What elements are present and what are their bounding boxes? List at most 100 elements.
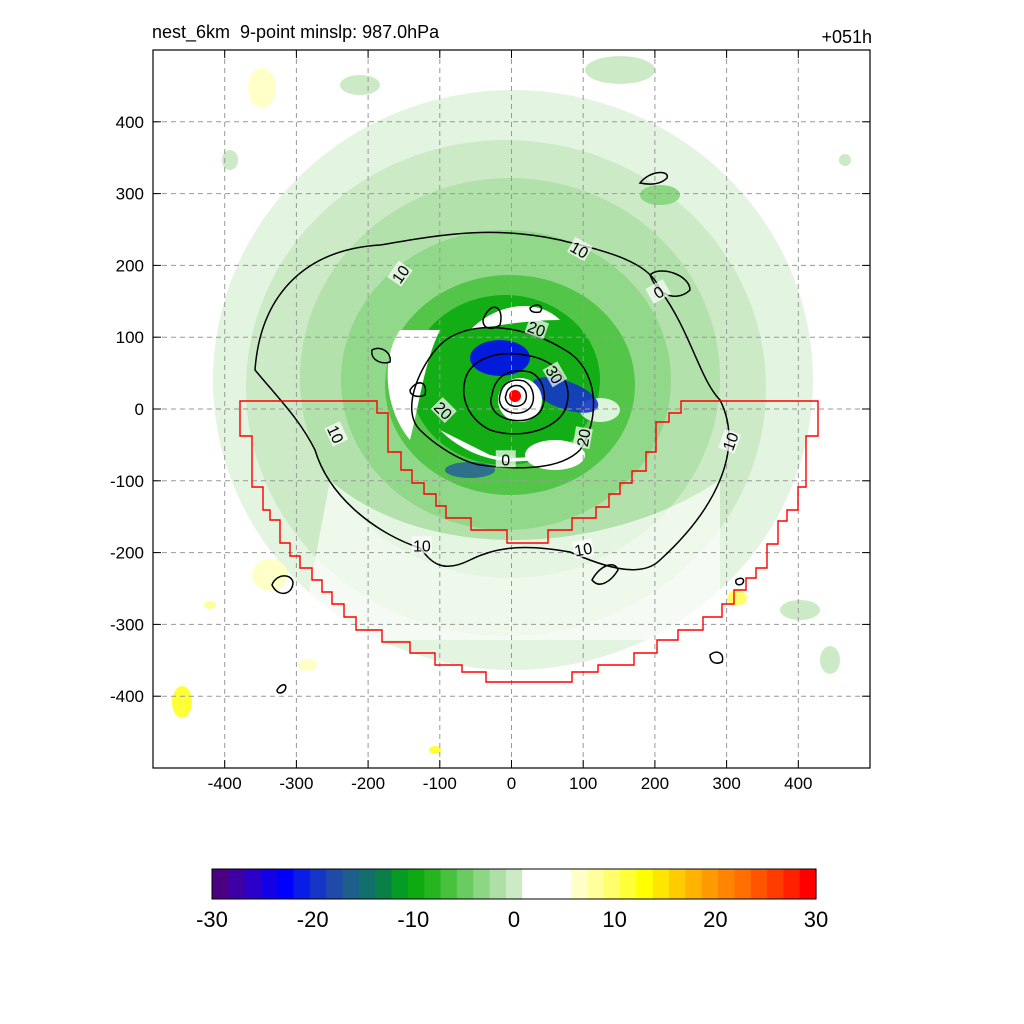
- contour-label-text: 10: [323, 423, 346, 446]
- contour-label-bg: [718, 428, 742, 454]
- contour-label-text: 10: [567, 239, 591, 263]
- contour-label: 10: [718, 428, 743, 454]
- colorbar-swatch: [293, 869, 311, 899]
- colorbar-swatch: [669, 869, 687, 899]
- colorbar-swatch: [424, 869, 442, 899]
- x-tick-label: 300: [712, 774, 740, 793]
- contour-label: 10: [323, 421, 349, 447]
- contour-label-text: 20: [575, 428, 595, 449]
- contour-label-bg: [324, 421, 349, 447]
- contour-label-bg: [572, 426, 593, 449]
- colorbar-swatch: [799, 869, 817, 899]
- colorbar-swatch: [750, 869, 768, 899]
- contour-label: 0: [495, 450, 516, 469]
- colorbar-swatch: [375, 869, 393, 899]
- colorbar-swatch: [636, 869, 654, 899]
- colorbar-swatch: [652, 869, 670, 899]
- colorbar-swatch: [260, 869, 278, 899]
- chart-title: nest_6km 9-point minslp: 987.0hPa: [152, 22, 440, 42]
- x-tick-label: 0: [507, 774, 516, 793]
- x-tick-label: -400: [208, 774, 242, 793]
- y-tick-label: 100: [116, 328, 144, 347]
- contour-label: 10: [571, 538, 595, 561]
- colorbar-swatch: [277, 869, 295, 899]
- colorbar-swatch: [391, 869, 409, 899]
- y-tick-label: -100: [110, 472, 144, 491]
- colorbar-tick-label: 20: [703, 907, 727, 932]
- colorbar-frame: [211, 868, 817, 900]
- contour-label-bg: [566, 236, 593, 262]
- contour-label-text: 30: [541, 363, 565, 387]
- colorbar-swatch: [783, 869, 801, 899]
- colorbar-swatch: [358, 869, 376, 899]
- colorbar-swatch: [538, 869, 556, 899]
- contour-label-bg: [387, 260, 413, 287]
- x-tick-label: -100: [423, 774, 457, 793]
- contour-label-bg: [430, 397, 457, 424]
- colorbar-swatch: [587, 869, 605, 899]
- contour-label-text: 10: [573, 541, 594, 561]
- colorbar-swatch: [473, 869, 491, 899]
- colorbar-swatch: [701, 869, 719, 899]
- contour-label-text: 0: [501, 452, 510, 469]
- colorbar-tick-label: 10: [602, 907, 626, 932]
- x-tick-label: -300: [279, 774, 313, 793]
- contour-label-text: 10: [413, 538, 431, 555]
- contour-label: 20: [572, 426, 595, 449]
- colorbar-swatch: [228, 869, 246, 899]
- y-tick-label: 300: [116, 185, 144, 204]
- colorbar-tick-label: 30: [804, 907, 828, 932]
- contour-label: 10: [411, 536, 432, 555]
- colorbar-swatch: [440, 869, 458, 899]
- contour-label: 30: [541, 361, 568, 388]
- colorbar-swatch: [212, 869, 229, 899]
- colorbar-swatch: [685, 869, 703, 899]
- colorbar-swatch: [603, 869, 621, 899]
- contour-label-bg: [495, 450, 516, 468]
- x-tick-label: 200: [641, 774, 669, 793]
- contour-label-bg: [645, 279, 672, 304]
- y-tick-label: -300: [110, 615, 144, 634]
- contour-label: 0: [645, 279, 672, 304]
- colorbar-swatch: [326, 869, 344, 899]
- contour-label: 10: [566, 236, 593, 263]
- colorbar-swatch: [309, 869, 327, 899]
- colorbar-swatch: [342, 869, 360, 899]
- x-tick-label: 400: [784, 774, 812, 793]
- contour-label-bg: [411, 536, 432, 554]
- colorbar-swatch: [407, 869, 425, 899]
- colorbar-swatch: [554, 869, 572, 899]
- colorbar-swatch: [505, 869, 523, 899]
- colorbar-swatch: [489, 869, 507, 899]
- y-tick-label: 400: [116, 113, 144, 132]
- forecast-hour-label: +051h: [821, 27, 872, 47]
- colorbar-tick-label: -10: [397, 907, 429, 932]
- x-axis: -400 -300 -200 -100 0 100 200 300 400: [208, 50, 812, 793]
- colorbar-swatch: [620, 869, 638, 899]
- colorbar-swatch: [571, 869, 589, 899]
- colorbar-swatch: [718, 869, 735, 899]
- contour-lines: [254, 171, 745, 694]
- colorbar-tick-label: 0: [508, 907, 520, 932]
- x-tick-label: -200: [351, 774, 385, 793]
- y-tick-label: -400: [110, 687, 144, 706]
- y-tick-label: -200: [110, 544, 144, 563]
- contour-label-text: 10: [721, 430, 743, 453]
- contour-label-text: 20: [525, 319, 548, 341]
- colorbar-swatch: [522, 869, 540, 899]
- colorbar-swatch: [456, 869, 474, 899]
- x-tick-label: 100: [569, 774, 597, 793]
- y-tick-label: 0: [135, 400, 144, 419]
- colorbar-tick-label: -30: [196, 907, 228, 932]
- contour-label-bg: [571, 538, 595, 559]
- colorbar-swatch: [734, 869, 752, 899]
- colorbar: [211, 868, 817, 900]
- contour-label-bg: [524, 316, 550, 340]
- grid-lines: [153, 50, 870, 768]
- colorbar-swatch: [767, 869, 784, 899]
- colorbar-tick-label: -20: [297, 907, 329, 932]
- contour-label-bg: [542, 361, 568, 388]
- y-tick-label: 200: [116, 256, 144, 275]
